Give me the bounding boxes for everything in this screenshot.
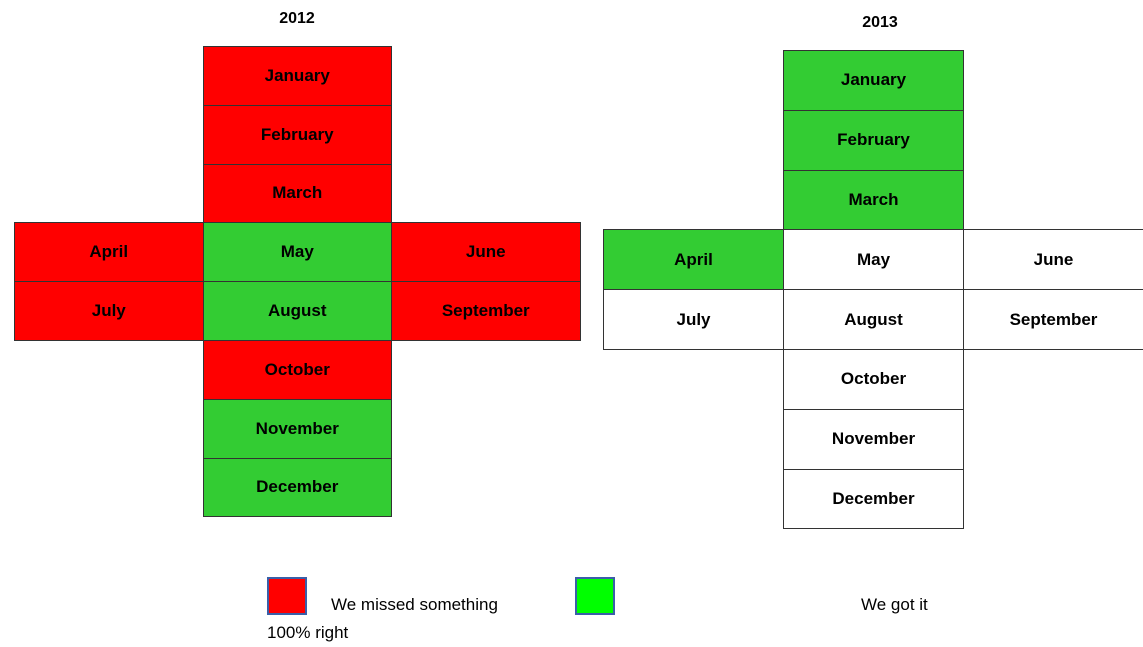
- month-cell: June: [963, 229, 1143, 291]
- month-cell: March: [202, 163, 392, 224]
- month-cell: March: [783, 169, 964, 231]
- legend-text: We got it: [861, 595, 928, 614]
- month-cell: October: [783, 349, 964, 410]
- month-cell: May: [783, 229, 964, 291]
- month-cell: November: [202, 398, 392, 459]
- month-cell: June: [391, 222, 581, 283]
- month-cell: February: [202, 104, 392, 165]
- month-cell: February: [783, 109, 964, 171]
- month-cell: August: [202, 281, 392, 341]
- legend-swatch: [575, 577, 615, 615]
- month-cell: November: [783, 408, 964, 470]
- month-cell: July: [603, 289, 784, 350]
- month-cell: August: [783, 289, 964, 350]
- month-cell: September: [391, 281, 581, 341]
- grid-title: 2012: [279, 10, 315, 27]
- month-cell: January: [202, 46, 392, 106]
- month-cell: January: [783, 50, 964, 111]
- month-cell: December: [783, 468, 964, 530]
- month-cell: October: [202, 340, 392, 400]
- month-cell: May: [202, 222, 392, 283]
- month-cell: July: [14, 281, 204, 341]
- legend-swatch: [267, 577, 307, 615]
- month-cell: April: [14, 222, 204, 283]
- month-cell: December: [202, 457, 392, 518]
- month-cell: April: [603, 229, 784, 291]
- month-cell: September: [963, 289, 1143, 350]
- legend-text: We missed something: [331, 595, 498, 614]
- grid-title: 2013: [862, 14, 898, 31]
- legend-text: 100% right: [267, 623, 349, 642]
